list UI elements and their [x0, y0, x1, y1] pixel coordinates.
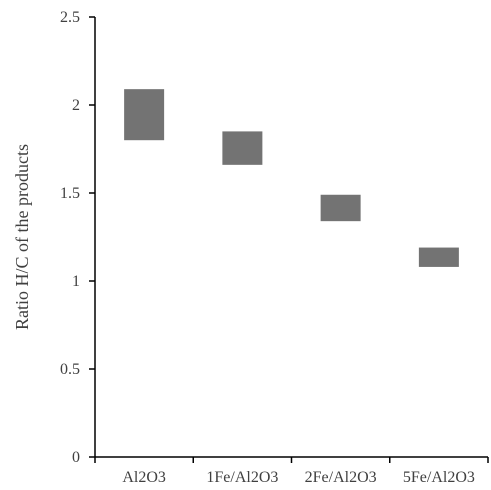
x-tick-label: 2Fe/Al2O3: [305, 469, 377, 486]
x-ticks: Al2O3 1Fe/Al2O3 2Fe/Al2O3 5Fe/Al2O3: [94, 457, 489, 486]
x-tick-label: Al2O3: [122, 469, 166, 486]
range-bar-1fe-al2o3: [222, 131, 263, 165]
x-tick-label: 5Fe/Al2O3: [403, 469, 475, 486]
range-bar-2fe-al2o3: [320, 194, 361, 222]
y-tick-label: 1: [72, 273, 80, 290]
range-bar-al2o3: [124, 89, 165, 141]
range-bar-5fe-al2o3: [418, 247, 459, 267]
y-tick-label: 2: [72, 97, 80, 114]
x-tick-label: 1Fe/Al2O3: [206, 469, 278, 486]
y-tick-label: 1.5: [60, 185, 80, 202]
y-tick-label: 0.5: [60, 361, 80, 378]
plot-area: [124, 89, 459, 267]
y-tick-label: 0: [72, 449, 80, 466]
y-tick-label: 2.5: [60, 9, 80, 26]
y-axis-label: Ratio H/C of the products: [12, 144, 32, 330]
y-ticks: 0 0.5 1 1.5 2 2.5: [60, 9, 95, 466]
